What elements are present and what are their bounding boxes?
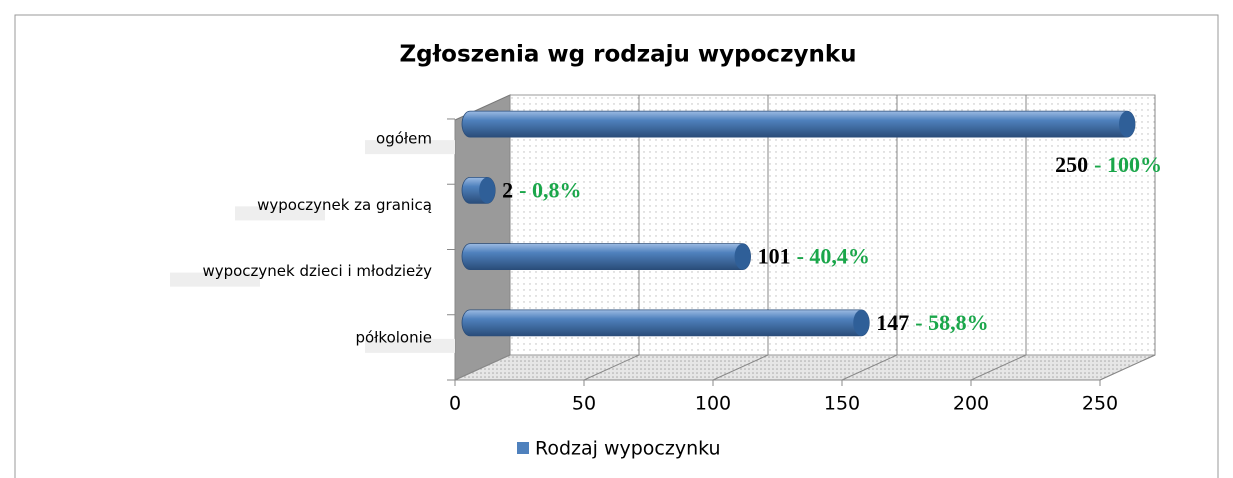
data-label: 147- 58,8%: [876, 310, 988, 335]
category-label-shadow: [365, 338, 455, 353]
bar: [461, 243, 751, 271]
category-label-shadow: [235, 206, 325, 221]
category-label-shadow: [170, 272, 260, 287]
y-tick-label: półkolonie: [355, 328, 432, 346]
category-label-shadow: [365, 140, 455, 155]
data-label-value: 2: [502, 177, 513, 202]
x-tick-label: 250: [1082, 393, 1118, 415]
data-label-value: 250: [1055, 152, 1088, 177]
grid-line: [1099, 354, 1156, 381]
legend-swatch: [517, 442, 529, 454]
data-label-percent: - 58,8%: [915, 310, 988, 335]
grid-line: [841, 354, 898, 381]
legend-label: Rodzaj wypoczynku: [535, 438, 721, 460]
data-label: 250- 100%: [1055, 152, 1162, 177]
data-label-percent: - 100%: [1094, 152, 1162, 177]
bar-end: [734, 243, 751, 270]
x-tick-label: 200: [953, 393, 989, 415]
data-label: 2- 0,8%: [502, 177, 581, 202]
bar-end: [853, 309, 870, 336]
y-tick-label: wypoczynek dzieci i młodzieży: [202, 262, 432, 280]
data-label-value: 101: [758, 244, 791, 269]
data-label-percent: - 0,8%: [519, 177, 581, 202]
data-label-percent: - 40,4%: [797, 244, 870, 269]
chart-title: Zgłoszenia wg rodzaju wypoczynku: [399, 42, 856, 68]
grid-line: [454, 354, 511, 381]
y-tick-label: wypoczynek za granicą: [257, 196, 432, 214]
data-label: 101- 40,4%: [758, 244, 870, 269]
x-tick-label: 50: [572, 393, 596, 415]
y-tick-label: ogółem: [376, 130, 432, 148]
floor: [454, 354, 1156, 381]
grid-line: [583, 354, 640, 381]
bar-end: [1119, 111, 1135, 138]
x-tick-label: 0: [449, 393, 461, 415]
x-tick-label: 100: [695, 393, 731, 415]
grid-line: [970, 354, 1027, 381]
side-wall: [454, 94, 511, 381]
bar: [461, 309, 870, 337]
frame: [14, 14, 1219, 478]
bar: [461, 110, 1136, 138]
x-tick-label: 150: [824, 393, 860, 415]
grid-line: [712, 354, 769, 381]
bar-end: [479, 177, 496, 204]
data-label-value: 147: [876, 310, 909, 335]
